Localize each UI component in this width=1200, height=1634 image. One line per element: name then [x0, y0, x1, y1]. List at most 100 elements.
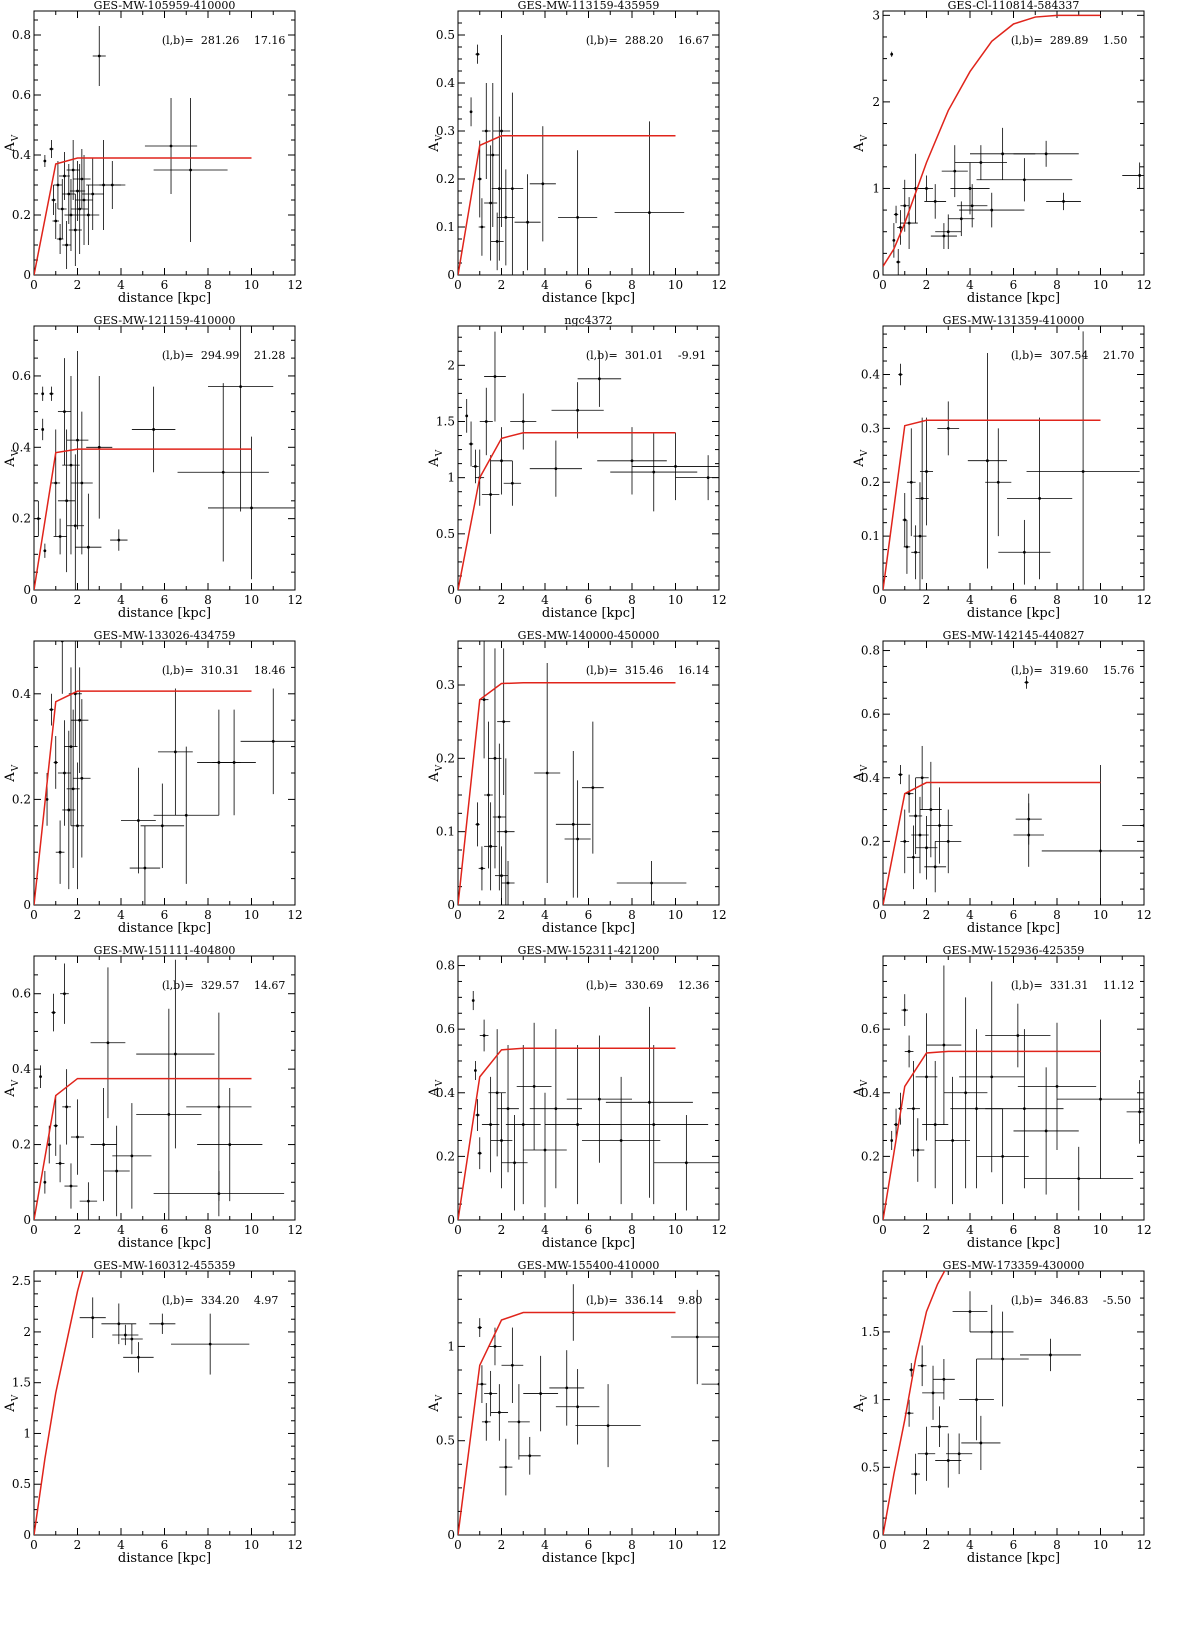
x-tick-label: 2: [74, 278, 82, 292]
data-point: [985, 428, 1012, 537]
data-point: [911, 796, 929, 874]
data-point: [479, 1019, 489, 1052]
point-marker: [695, 1335, 699, 1339]
point-marker: [504, 216, 508, 219]
point-marker: [76, 824, 79, 828]
data-point: [558, 150, 598, 275]
chart-svg: GES-MW-113159-435959 0 2 4 6 8 10 12 0 0.1 0.2 0.3 0…: [427, 0, 727, 306]
chart-svg: GES-MW-131359-410000 0 2 4 6 8 10 12 0 0.1 0.2 0.3 0…: [852, 315, 1152, 621]
y-axis-label-sub: V: [435, 1079, 445, 1087]
y-tick-label: 0.5: [12, 1477, 31, 1491]
x-tick-label: 6: [1010, 593, 1018, 607]
data-point: [497, 1045, 519, 1173]
point-marker: [482, 698, 486, 702]
y-tick-label: 0.2: [12, 792, 31, 806]
y-tick-label: 1: [872, 181, 880, 195]
data-point: [121, 767, 156, 874]
y-tick-label: 0: [23, 1528, 31, 1542]
x-tick-label: 10: [1093, 908, 1108, 922]
data-point: [913, 482, 927, 590]
data-point: [497, 169, 515, 266]
data-point: [534, 663, 561, 883]
point-marker: [890, 1139, 894, 1142]
data-point: [103, 1125, 130, 1217]
point-marker: [502, 720, 506, 724]
point-marker: [510, 481, 514, 485]
data-point: [906, 1060, 920, 1157]
lb-l-value: 336.14: [625, 1294, 664, 1307]
y-axis-label-sub: V: [435, 449, 445, 457]
data-point: [481, 1076, 500, 1173]
y-tick-label: 0.5: [436, 28, 455, 42]
data-layer: [883, 14, 1144, 275]
x-tick-label: 12: [287, 593, 302, 607]
data-point: [484, 1370, 498, 1417]
x-tick-label: 4: [117, 278, 125, 292]
y-tick-label: 0.5: [436, 527, 455, 541]
y-axis-label-main: A: [852, 772, 867, 783]
point-marker: [920, 1364, 924, 1368]
data-point: [43, 543, 47, 558]
data-point: [75, 155, 93, 245]
data-point: [616, 861, 687, 905]
point-marker: [914, 1472, 918, 1476]
point-marker: [65, 499, 69, 503]
data-point: [53, 518, 67, 555]
x-tick-label: 6: [585, 278, 593, 292]
x-tick-label: 0: [30, 593, 38, 607]
data-point: [610, 432, 698, 512]
point-marker: [892, 238, 896, 242]
model-curve: [34, 157, 252, 275]
point-marker: [58, 1162, 62, 1165]
data-point: [930, 1406, 949, 1447]
point-marker: [232, 761, 236, 764]
data-point: [985, 1029, 1064, 1189]
data-point: [1122, 162, 1144, 189]
data-point: [922, 1365, 944, 1420]
data-point: [49, 140, 54, 158]
data-point: [112, 1324, 139, 1346]
point-marker: [476, 1113, 479, 1117]
data-point: [605, 1006, 693, 1198]
point-marker: [63, 771, 66, 775]
data-layer: [34, 1271, 250, 1535]
point-marker: [52, 198, 55, 202]
point-marker: [619, 1139, 623, 1142]
point-marker: [1099, 849, 1102, 853]
point-marker: [117, 1322, 121, 1326]
point-marker: [565, 1386, 569, 1390]
point-marker: [80, 177, 84, 181]
point-marker: [938, 824, 941, 827]
point-marker: [942, 234, 946, 238]
x-tick-label: 4: [117, 1538, 125, 1552]
data-point: [39, 1065, 42, 1088]
point-marker: [487, 793, 490, 797]
point-marker: [504, 1465, 508, 1469]
x-tick-label: 0: [454, 1223, 462, 1237]
data-point: [941, 145, 968, 198]
x-tick-label: 10: [1093, 1223, 1108, 1237]
y-tick-label: 0.3: [861, 421, 880, 435]
x-tick-label: 12: [1136, 908, 1151, 922]
point-marker: [63, 992, 66, 996]
data-point: [52, 203, 60, 239]
lb-b-value: 1.50: [1103, 34, 1128, 47]
data-point: [110, 529, 128, 551]
point-marker: [1044, 152, 1048, 156]
model-curve: [883, 1271, 946, 1535]
data-point: [924, 184, 947, 219]
y-tick-label: 0.6: [861, 707, 880, 721]
y-tick-label: 0.4: [12, 687, 31, 701]
point-marker: [80, 481, 84, 485]
data-point: [486, 83, 500, 227]
model-curve: [34, 448, 252, 590]
x-tick-label: 10: [244, 593, 259, 607]
data-point: [171, 1313, 250, 1375]
data-point: [57, 358, 71, 466]
y-tick-label: 2: [23, 1325, 31, 1339]
data-point: [41, 386, 45, 401]
point-marker: [58, 237, 62, 241]
data-point: [959, 1359, 994, 1441]
point-marker: [907, 792, 911, 796]
point-marker: [528, 1454, 532, 1458]
